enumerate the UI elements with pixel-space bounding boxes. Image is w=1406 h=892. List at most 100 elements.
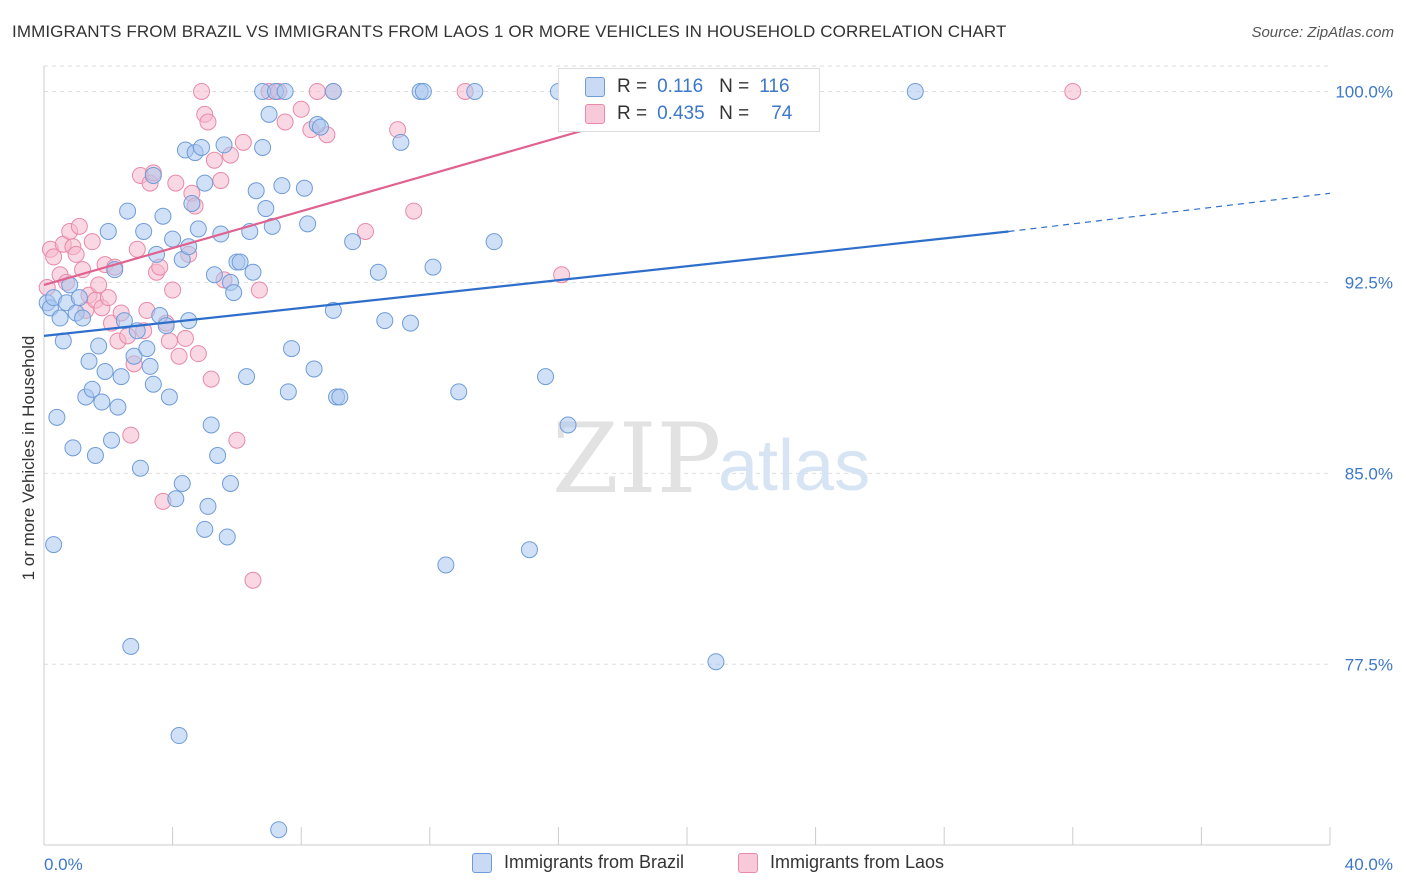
brazil-point <box>74 309 92 327</box>
brazil-point <box>376 312 394 330</box>
y-axis-title: 1 or more Vehicles in Household <box>19 336 38 581</box>
brazil-point <box>90 337 108 355</box>
brazil-point <box>520 541 538 559</box>
brazil-point <box>103 431 121 449</box>
brazil-point <box>80 352 98 370</box>
brazil-point <box>270 821 288 839</box>
laos-point <box>308 82 326 100</box>
legend-row-laos: R = 0.435 N = 74 <box>559 102 792 126</box>
brazil-trend-line <box>43 230 1009 337</box>
brazil-point <box>119 202 137 220</box>
laos-point <box>193 82 211 100</box>
brazil-point <box>414 82 432 100</box>
x-tick-label: 0.0% <box>44 855 83 874</box>
laos-point <box>167 174 185 192</box>
brazil-legend-swatch <box>472 852 492 873</box>
chart-source: Source: ZipAtlas.com <box>1251 24 1394 41</box>
brazil-point <box>283 340 301 358</box>
brazil-point <box>238 368 256 386</box>
laos-point <box>176 329 194 347</box>
laos-point <box>1064 82 1082 100</box>
watermark-atlas: atlas <box>718 426 870 506</box>
brazil-point <box>260 105 278 123</box>
brazil-point <box>154 207 172 225</box>
brazil-point <box>392 133 410 151</box>
brazil-point <box>93 393 111 411</box>
laos-point <box>70 217 88 235</box>
laos-point <box>234 133 252 151</box>
brazil-point <box>209 447 227 464</box>
brazil-point <box>344 233 362 251</box>
laos-point <box>160 332 178 350</box>
legend-n-label: N = <box>719 76 750 97</box>
brazil-point <box>189 220 207 238</box>
brazil-point <box>164 230 182 248</box>
brazil-point <box>160 388 178 406</box>
brazil-point <box>247 182 265 200</box>
y-tick-label: 77.5% <box>1345 655 1393 674</box>
laos-point <box>189 345 207 363</box>
brazil-point <box>138 340 156 358</box>
brazil-point <box>83 380 101 398</box>
brazil-point <box>221 475 239 493</box>
series-legend: Immigrants from Brazil Immigrants from L… <box>0 852 1406 876</box>
brazil-point <box>215 136 233 154</box>
brazil-point <box>109 398 127 416</box>
brazil-point <box>707 653 725 671</box>
brazil-point <box>112 368 130 386</box>
brazil-point <box>205 266 223 284</box>
legend-r-label: R = <box>617 103 648 124</box>
laos-point <box>205 151 223 169</box>
brazil-point <box>324 82 342 100</box>
brazil-point <box>311 118 329 136</box>
laos-legend-swatch <box>738 852 758 873</box>
brazil-point <box>299 215 317 233</box>
brazil-point <box>276 82 294 100</box>
legend-item-brazil[interactable]: Immigrants from Brazil <box>472 852 684 873</box>
laos-point <box>199 113 217 131</box>
brazil-point <box>906 82 924 100</box>
correlation-legend: R = 0.116 N = 116 R = 0.435 N = 74 <box>558 68 820 132</box>
brazil-point <box>196 520 214 538</box>
laos-point <box>99 289 117 307</box>
brazil-point <box>173 475 191 493</box>
brazil-point <box>244 263 262 281</box>
laos-point <box>250 281 268 299</box>
brazil-point <box>279 383 297 401</box>
laos-point <box>357 222 374 240</box>
brazil-point <box>324 301 342 319</box>
laos-point <box>67 245 85 263</box>
brazil-point <box>225 284 243 302</box>
laos-point <box>122 426 140 444</box>
brazil-point <box>257 200 275 218</box>
brazil-point <box>115 312 133 330</box>
brazil-n-value: 116 <box>759 76 790 97</box>
legend-row-brazil: R = 0.116 N = 116 <box>559 75 790 99</box>
laos-point <box>90 276 108 294</box>
brazil-point <box>466 82 484 100</box>
brazil-point <box>485 233 503 251</box>
laos-point <box>228 431 246 449</box>
brazil-trend-extension <box>1008 192 1331 233</box>
laos-point <box>83 233 101 251</box>
brazil-point <box>86 447 104 464</box>
brazil-point <box>131 459 149 477</box>
chart-title: IMMIGRANTS FROM BRAZIL VS IMMIGRANTS FRO… <box>12 22 1007 41</box>
laos-legend-label: Immigrants from Laos <box>770 852 945 872</box>
x-tick-label: 40.0% <box>1345 855 1393 874</box>
legend-item-laos[interactable]: Immigrants from Laos <box>738 852 944 873</box>
brazil-point <box>295 179 313 197</box>
brazil-point <box>170 727 188 745</box>
laos-n-value: 74 <box>771 103 793 124</box>
brazil-point <box>537 368 555 386</box>
brazil-point <box>254 138 272 156</box>
legend-n-label: N = <box>719 103 750 124</box>
brazil-point <box>218 528 236 546</box>
watermark: ZIP atlas <box>552 403 870 515</box>
brazil-point <box>51 309 69 327</box>
laos-r-value: 0.435 <box>657 103 705 124</box>
brazil-point <box>424 258 442 276</box>
brazil-point <box>369 263 387 281</box>
brazil-point <box>183 194 201 212</box>
